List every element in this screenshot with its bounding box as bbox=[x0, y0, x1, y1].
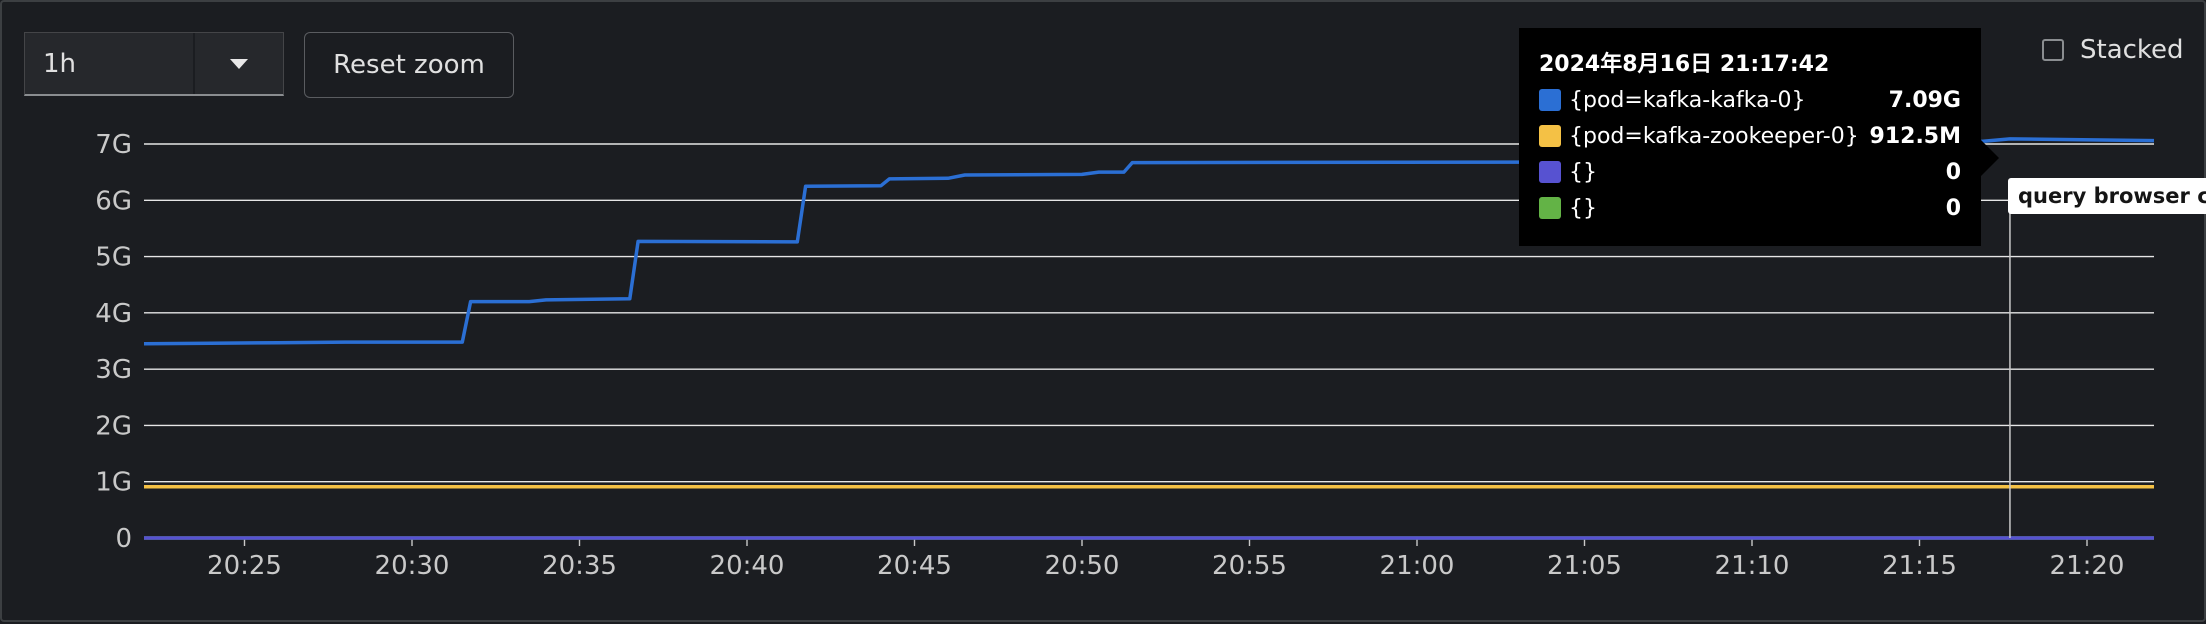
tooltip-series-value: 0 bbox=[1945, 159, 1961, 185]
x-tick-label: 21:10 bbox=[1715, 551, 1790, 581]
tooltip-series-name: {} bbox=[1569, 195, 1597, 221]
stacked-checkbox[interactable] bbox=[2042, 39, 2064, 61]
tooltip-row: {pod=kafka-kafka-0} 7.09G bbox=[1539, 82, 1961, 118]
y-tick-label: 3G bbox=[95, 355, 132, 385]
series-swatch bbox=[1539, 161, 1561, 183]
tooltip-series-value: 912.5M bbox=[1869, 123, 1961, 149]
y-tick-label: 7G bbox=[95, 130, 132, 160]
time-range-dropdown[interactable]: 1h bbox=[24, 32, 284, 96]
x-tick-label: 21:20 bbox=[2050, 551, 2125, 581]
tooltip-series-name: {pod=kafka-kafka-0} bbox=[1569, 87, 1806, 113]
y-tick-label: 2G bbox=[95, 411, 132, 441]
x-axis: 20:25 20:30 20:35 20:40 20:45 20:50 20:55 21:00… bbox=[207, 538, 2124, 581]
x-tick-label: 20:25 bbox=[207, 551, 282, 581]
tooltip-series-value: 0 bbox=[1945, 195, 1961, 221]
chart-series bbox=[143, 137, 2155, 540]
series-swatch bbox=[1539, 125, 1561, 147]
x-tick-label: 21:05 bbox=[1547, 551, 1622, 581]
tooltip-row: {} 0 bbox=[1539, 154, 1961, 190]
tooltip-row: {} 0 bbox=[1539, 190, 1961, 226]
y-tick-label: 1G bbox=[95, 468, 132, 498]
time-range-toggle[interactable] bbox=[195, 33, 283, 94]
tooltip-row: {pod=kafka-zookeeper-0} 912.5M bbox=[1539, 118, 1961, 154]
reset-zoom-button[interactable]: Reset zoom bbox=[304, 32, 514, 98]
series-line bbox=[143, 137, 2155, 346]
x-tick-label: 21:15 bbox=[1882, 551, 1957, 581]
crosshair-label-tooltip: query browser cha bbox=[2008, 178, 2206, 214]
x-tick-label: 20:45 bbox=[877, 551, 952, 581]
x-tick-label: 20:55 bbox=[1212, 551, 1287, 581]
x-tick-label: 21:00 bbox=[1380, 551, 1455, 581]
series-swatch bbox=[1539, 89, 1561, 111]
series-swatch bbox=[1539, 197, 1561, 219]
stacked-label: Stacked bbox=[2080, 35, 2184, 65]
x-tick-label: 20:35 bbox=[542, 551, 617, 581]
x-tick-label: 20:40 bbox=[710, 551, 785, 581]
x-tick-label: 20:50 bbox=[1045, 551, 1120, 581]
tooltip-series-name: {} bbox=[1569, 159, 1597, 185]
y-tick-label: 6G bbox=[95, 186, 132, 216]
stacked-toggle[interactable]: Stacked bbox=[2042, 32, 2184, 68]
time-range-value[interactable]: 1h bbox=[25, 33, 195, 94]
chart-tooltip: 2024年8月16日 21:17:42 {pod=kafka-kafka-0} … bbox=[1519, 28, 1999, 246]
x-tick-label: 20:30 bbox=[375, 551, 450, 581]
tooltip-timestamp: 2024年8月16日 21:17:42 bbox=[1539, 52, 1830, 77]
tooltip-series-name: {pod=kafka-zookeeper-0} bbox=[1569, 123, 1859, 149]
y-axis: 0 1G 2G 3G 4G 5G 6G 7G bbox=[95, 130, 132, 554]
y-tick-label: 0 bbox=[115, 524, 132, 554]
tooltip-series-value: 7.09G bbox=[1888, 87, 1961, 113]
y-tick-label: 4G bbox=[95, 299, 132, 329]
y-tick-label: 5G bbox=[95, 243, 132, 273]
caret-down-icon bbox=[230, 58, 248, 69]
